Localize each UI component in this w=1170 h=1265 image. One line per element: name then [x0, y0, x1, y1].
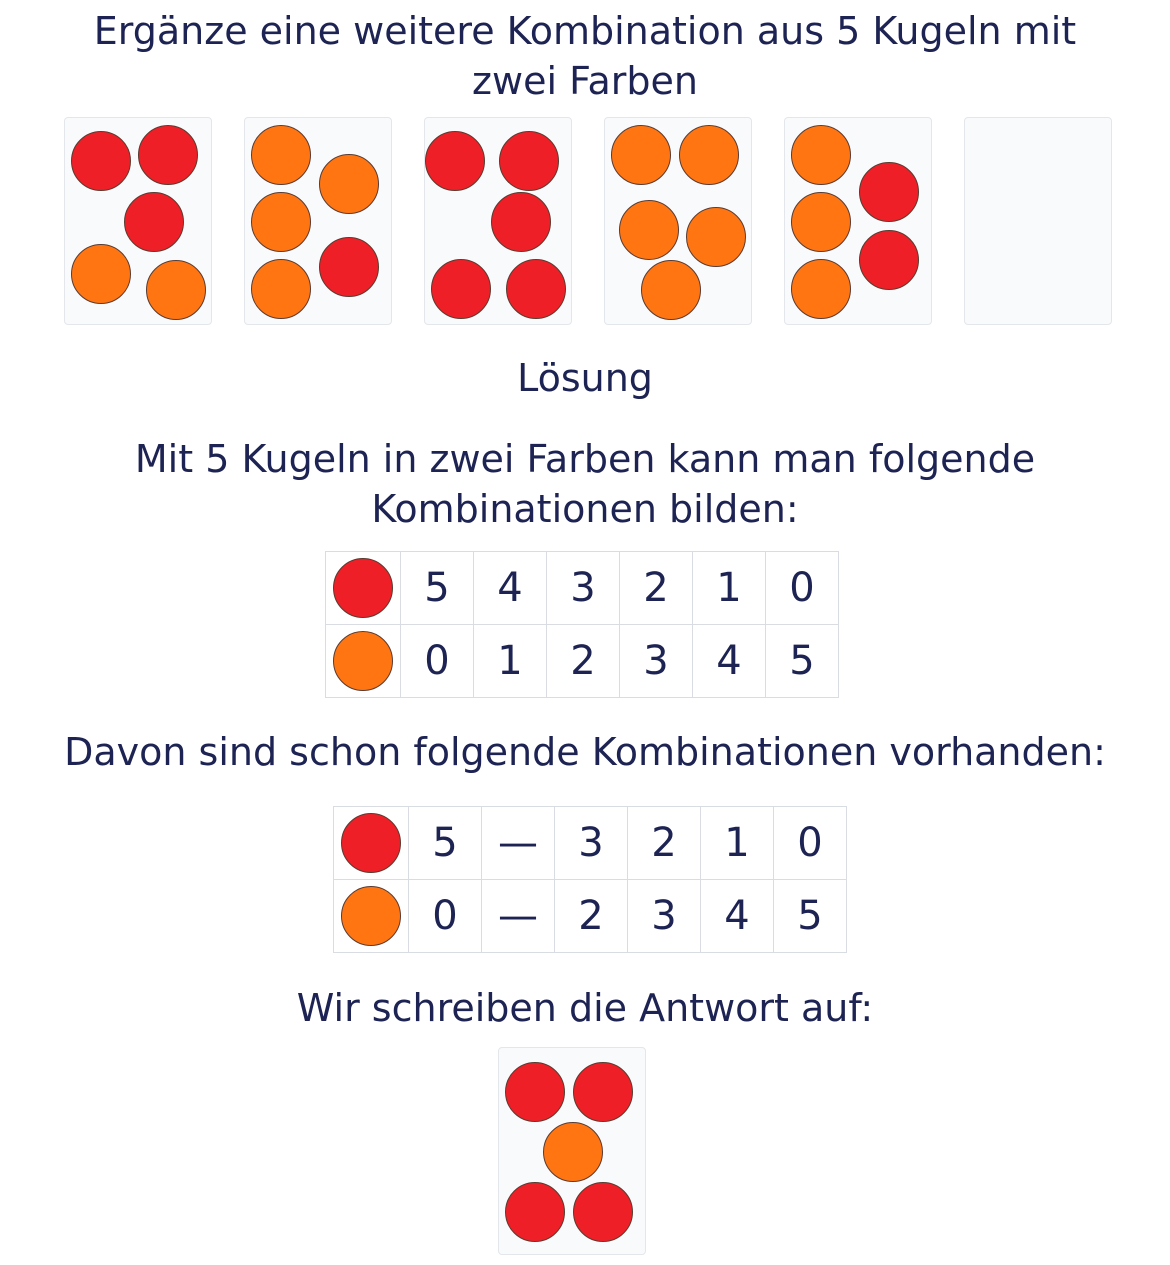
- red-ball: [505, 1182, 565, 1242]
- answer-card: [498, 1047, 646, 1255]
- red-ball-icon: [341, 813, 401, 873]
- answer-text: Wir schreiben die Antwort auf:: [296, 986, 874, 1030]
- table-cell: 3: [627, 879, 701, 953]
- red-ball: [124, 192, 184, 252]
- red-ball: [573, 1062, 633, 1122]
- red-ball: [491, 192, 551, 252]
- orange-ball: [791, 259, 851, 319]
- orange-ball: [251, 125, 311, 185]
- table-cell: 4: [692, 624, 766, 698]
- orange-ball: [791, 125, 851, 185]
- orange-ball: [641, 260, 701, 320]
- combination-card-3: [424, 117, 572, 325]
- table-cell: 5: [400, 551, 474, 625]
- table-cell: 4: [700, 879, 774, 953]
- table-cell: 3: [619, 624, 693, 698]
- red-ball: [71, 131, 131, 191]
- red-row-symbol: [333, 806, 409, 880]
- combination-card-4: [604, 117, 752, 325]
- combination-card-2: [244, 117, 392, 325]
- all-combinations-table: 5 4 3 2 1 0 0 1 2 3 4 5: [325, 551, 839, 698]
- orange-row-symbol: [325, 624, 401, 698]
- orange-ball-icon: [341, 886, 401, 946]
- orange-ball: [619, 200, 679, 260]
- red-ball: [506, 259, 566, 319]
- red-ball: [859, 162, 919, 222]
- table-cell: 3: [546, 551, 620, 625]
- table-cell: —: [481, 806, 555, 880]
- table-cell: 2: [627, 806, 701, 880]
- red-ball: [431, 259, 491, 319]
- red-row: 5 — 3 2 1 0: [333, 806, 847, 880]
- table-cell: 3: [554, 806, 628, 880]
- orange-ball: [146, 260, 206, 320]
- table-cell: 0: [408, 879, 482, 953]
- orange-ball: [251, 259, 311, 319]
- solution-intro-line1: Mit 5 Kugeln in zwei Farben kann man fol…: [134, 437, 1036, 481]
- existing-combinations-table: 5 — 3 2 1 0 0 — 2 3 4 5: [333, 806, 847, 953]
- red-ball: [499, 131, 559, 191]
- solution-intro-line2: Kombinationen bilden:: [371, 487, 799, 531]
- empty-answer-card[interactable]: [964, 117, 1112, 325]
- task-title-line1: Ergänze eine weitere Kombination aus 5 K…: [93, 9, 1077, 53]
- combination-card-5: [784, 117, 932, 325]
- orange-row: 0 1 2 3 4 5: [325, 624, 839, 698]
- table-cell: 0: [400, 624, 474, 698]
- existing-combinations-text: Davon sind schon folgende Kombinationen …: [64, 730, 1106, 774]
- orange-ball: [543, 1122, 603, 1182]
- red-ball: [425, 131, 485, 191]
- orange-ball: [611, 125, 671, 185]
- table-cell: 4: [473, 551, 547, 625]
- red-row: 5 4 3 2 1 0: [325, 551, 839, 625]
- table-cell: 5: [765, 624, 839, 698]
- table-cell: 0: [773, 806, 847, 880]
- table-cell: 1: [700, 806, 774, 880]
- orange-ball-icon: [333, 631, 393, 691]
- orange-row-symbol: [333, 879, 409, 953]
- table-cell: 1: [473, 624, 547, 698]
- table-cell: 5: [408, 806, 482, 880]
- orange-ball: [791, 192, 851, 252]
- orange-ball: [319, 154, 379, 214]
- table-cell: 0: [765, 551, 839, 625]
- table-cell: 1: [692, 551, 766, 625]
- table-cell: 5: [773, 879, 847, 953]
- red-ball: [319, 237, 379, 297]
- table-cell: 2: [554, 879, 628, 953]
- red-ball: [138, 125, 198, 185]
- red-ball: [573, 1182, 633, 1242]
- task-title-line2: zwei Farben: [472, 59, 698, 103]
- red-ball: [859, 230, 919, 290]
- table-cell: —: [481, 879, 555, 953]
- orange-ball: [71, 244, 131, 304]
- combination-card-1: [64, 117, 212, 325]
- table-cell: 2: [619, 551, 693, 625]
- red-ball-icon: [333, 558, 393, 618]
- orange-ball: [251, 192, 311, 252]
- red-row-symbol: [325, 551, 401, 625]
- red-ball: [505, 1062, 565, 1122]
- table-cell: 2: [546, 624, 620, 698]
- orange-ball: [679, 125, 739, 185]
- orange-row: 0 — 2 3 4 5: [333, 879, 847, 953]
- solution-heading: Lösung: [517, 356, 653, 400]
- orange-ball: [686, 207, 746, 267]
